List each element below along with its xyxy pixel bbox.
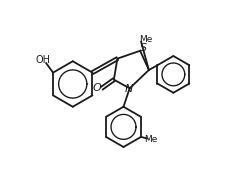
Text: S: S: [140, 43, 147, 53]
Text: Me: Me: [139, 35, 152, 44]
Text: O: O: [93, 83, 102, 93]
Text: N: N: [124, 84, 133, 94]
Text: Me: Me: [144, 135, 157, 144]
Text: OH: OH: [35, 55, 50, 65]
